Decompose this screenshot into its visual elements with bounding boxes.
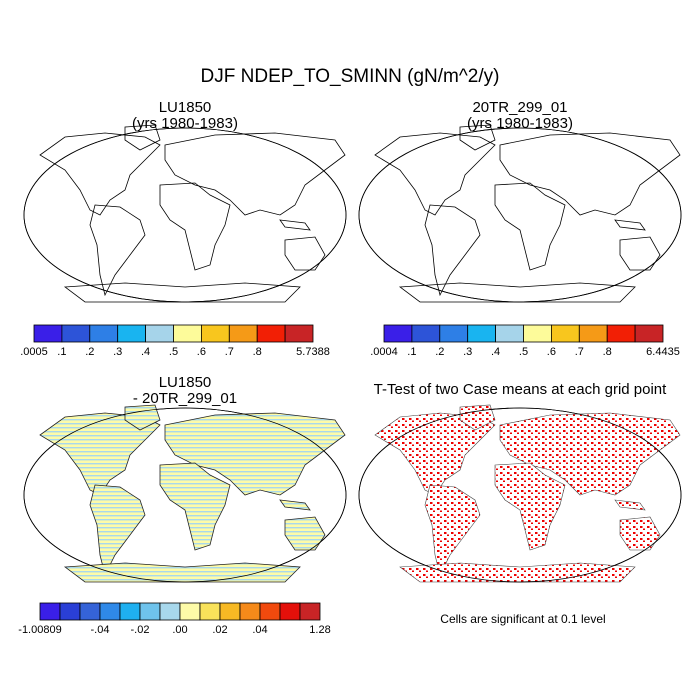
colorbar-label: .1 [407,346,416,358]
colorbar-label: .0004 [370,346,398,358]
colorbar-box [159,602,181,621]
colorbar-label: .8 [603,346,612,358]
colorbar-label: .3 [463,346,472,358]
colorbar-label: -.02 [131,624,150,636]
panel-subtitle: (yrs 1980-1983) [132,115,238,132]
colorbar-box [467,324,497,343]
colorbar-label: -.04 [91,624,110,636]
colorbar-label: .00 [172,624,187,636]
colorbar-box [551,324,580,343]
colorbar-label: .4 [141,346,150,358]
colorbar-box [61,324,91,343]
map [358,404,682,583]
map [358,125,682,303]
colorbar-box [59,602,81,621]
panel-title: LU1850 [159,99,212,116]
colorbar-box [634,324,664,343]
colorbar-box [79,602,101,621]
colorbar-box [259,602,281,621]
panel-subtitle: (yrs 1980-1983) [467,115,573,132]
colorbar-label: .04 [252,624,267,636]
colorbar-box [199,602,221,621]
colorbar-label: .0005 [20,346,48,358]
colorbar-box [89,324,119,343]
colorbar-box [495,324,524,343]
colorbar-box [578,324,608,343]
colorbar-box [39,602,61,621]
map [23,125,347,303]
colorbar-box [256,324,286,343]
colorbar-box [411,324,441,343]
colorbar-box [239,602,261,621]
colorbar-box [99,602,121,621]
colorbar-label: .7 [575,346,584,358]
colorbar-label: .02 [212,624,227,636]
panel-title: LU1850 [159,374,212,391]
colorbar-label: .2 [435,346,444,358]
colorbar-box [200,324,230,343]
colorbar-label: .8 [253,346,262,358]
colorbar-label: 5.7388 [296,346,330,358]
panel-title: 20TR_299_01 [472,99,567,116]
colorbar-box [219,602,241,621]
figure-title: DJF NDEP_TO_SMINN (gN/m^2/y) [201,66,500,87]
colorbar-label: .5 [519,346,528,358]
colorbar-box [439,324,469,343]
colorbar-box [284,324,314,343]
colorbar-label: .4 [491,346,500,358]
colorbar-label: .6 [547,346,556,358]
colorbar-box [299,602,321,621]
panel-title: T-Test of two Case means at each grid po… [374,381,667,398]
colorbar-label: 6.4435 [646,346,680,358]
colorbar-label: .5 [169,346,178,358]
colorbar-label: .3 [113,346,122,358]
colorbar-label: -1.00809 [18,624,61,636]
colorbar-box [523,324,552,343]
colorbar-box [33,324,63,343]
panel-subtitle: - 20TR_299_01 [133,390,237,407]
colorbar-box [228,324,258,343]
colorbar-label: 1.28 [309,624,330,636]
colorbar-box [383,324,413,343]
colorbar-box [606,324,636,343]
colorbar-label: .1 [57,346,66,358]
colorbar-box [117,324,146,343]
colorbars: .0005 .1 .2 .3 .4 .5 .6 .7 .8 5.7388 .0004 .1 .2 .3 .4… [18,324,680,636]
colorbar-label: .7 [225,346,234,358]
colorbar-box [139,602,161,621]
colorbar-box [145,324,174,343]
colorbar-box [279,602,301,621]
colorbar-box [119,602,141,621]
colorbar-label: .2 [85,346,94,358]
colorbar-label: .6 [197,346,206,358]
colorbar-box [179,602,201,621]
significance-note: Cells are significant at 0.1 level [440,612,605,626]
colorbar-box [173,324,202,343]
map [23,404,347,583]
